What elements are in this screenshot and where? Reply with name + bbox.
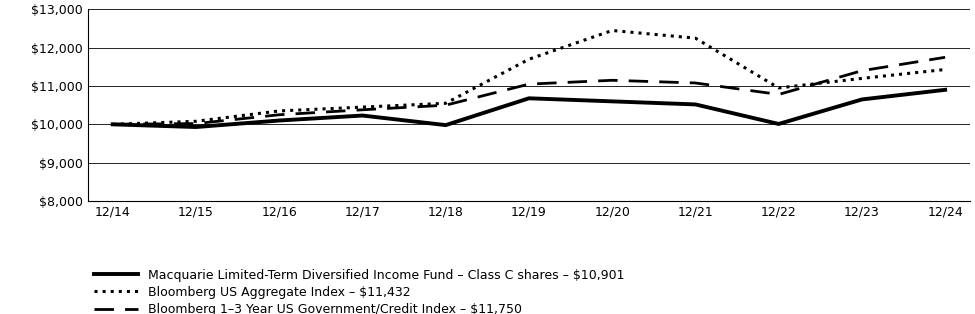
Legend: Macquarie Limited-Term Diversified Income Fund – Class C shares – $10,901, Bloom: Macquarie Limited-Term Diversified Incom… bbox=[94, 268, 624, 314]
